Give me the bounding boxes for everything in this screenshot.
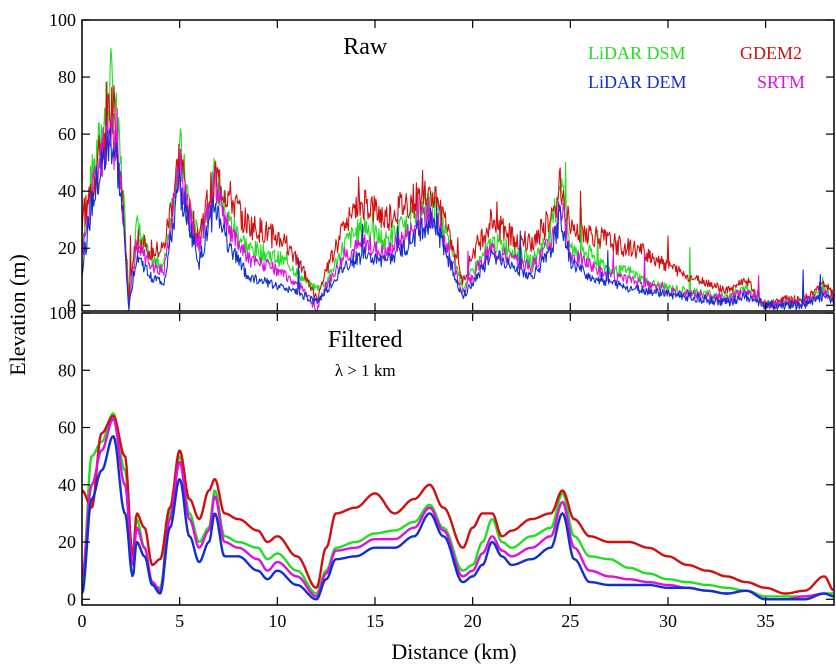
plot-frame (81, 19, 835, 312)
legend-entry-lidar-dem: LiDAR DEM (588, 72, 687, 92)
legend-entry-lidar-dsm: LiDAR DSM (588, 43, 686, 63)
y-tick-label: 80 (58, 360, 76, 380)
series-group (82, 412, 834, 601)
panel-title: Raw (343, 34, 388, 60)
x-tick-label: 10 (268, 611, 286, 631)
legend-entry-gdem2: GDEM2 (740, 43, 802, 63)
y-tick-label: 60 (58, 418, 76, 438)
legend-entry-srtm: SRTM (757, 72, 805, 92)
panel-subtitle: λ > 1 km (335, 361, 396, 380)
x-tick-label: 5 (175, 611, 184, 631)
series-line-gdem2 (82, 82, 834, 310)
plot-frame (81, 312, 835, 606)
x-tick-label: 15 (366, 611, 384, 631)
x-tick-label: 20 (464, 611, 482, 631)
raw-panel: 0 20 40 60 80 100 Raw LiDAR DSM GDEM2 LiDAR DEM SR… (49, 10, 835, 315)
y-tick-label: 100 (49, 303, 76, 323)
x-tick-label: 35 (757, 611, 775, 631)
x-axis-title: Distance (km) (391, 639, 516, 664)
y-tick-label: 100 (49, 10, 76, 30)
filtered-panel: 0 20 40 60 80 100 0 5 10 15 20 25 30 35 Filtered λ > 1 … (49, 303, 835, 631)
y-tick-label: 40 (58, 475, 76, 495)
series-line-gdem2 (82, 415, 834, 595)
y-tick-label: 60 (58, 124, 76, 144)
y-axis-title: Elevation (m) (5, 254, 30, 376)
series-line-srtm (82, 107, 834, 311)
x-tick-label: 30 (659, 611, 677, 631)
series-group (82, 47, 834, 311)
y-tick-label: 0 (67, 589, 76, 609)
y-tick-label: 20 (58, 238, 76, 258)
series-line-lidar-dsm (82, 412, 834, 598)
x-tick-label: 0 (78, 611, 87, 631)
y-tick-label: 20 (58, 532, 76, 552)
y-tick-label: 0 (67, 295, 76, 315)
series-line-lidar-dem (82, 435, 834, 601)
x-tick-label: 25 (561, 611, 579, 631)
panel-title: Filtered (328, 327, 403, 353)
y-tick-label: 80 (58, 67, 76, 87)
y-tick-label: 40 (58, 181, 76, 201)
series-line-lidar-dem (82, 127, 834, 311)
legend: LiDAR DSM GDEM2 LiDAR DEM SRTM (588, 43, 805, 92)
series-line-lidar-dsm (82, 47, 834, 310)
